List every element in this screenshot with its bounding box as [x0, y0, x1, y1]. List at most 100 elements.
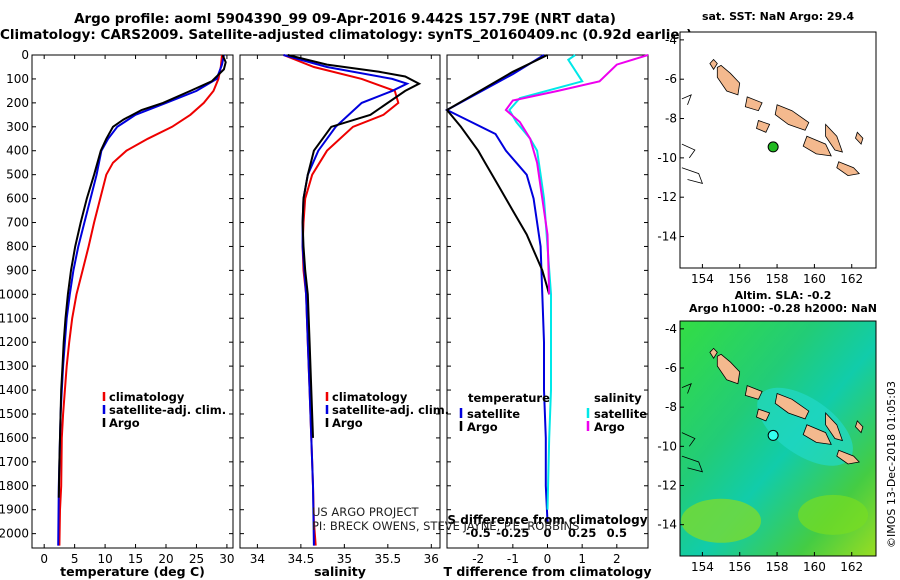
- x-tick-label: 158: [766, 560, 789, 574]
- y-tick-label: 400: [6, 144, 29, 158]
- x-tick-label: 0: [544, 552, 552, 566]
- island: [836, 449, 861, 465]
- map-content: [680, 321, 876, 556]
- series-line-argo: [57, 54, 227, 498]
- island: [716, 64, 741, 96]
- credit-pi: PI: BRECK OWENS, STEVE JAYNE, P.E. ROBBI…: [312, 519, 579, 533]
- coastline: [681, 432, 696, 447]
- coastline: [681, 167, 704, 184]
- legend-label: satellite-adj. clim.: [109, 403, 226, 417]
- y-tick-label: -12: [657, 479, 677, 493]
- x-tick-label: 15: [128, 552, 143, 566]
- y-tick-label: 0: [21, 48, 29, 62]
- x-tick-label: -2: [472, 552, 484, 566]
- y-tick-label: 800: [6, 239, 29, 253]
- island: [774, 104, 810, 131]
- series-line-t-argo: [445, 54, 551, 295]
- y-tick-label: 1800: [0, 479, 29, 493]
- series-line-s-argo: [504, 54, 649, 295]
- map-background: [680, 32, 876, 268]
- y-tick-label: -6: [665, 72, 677, 86]
- legend-title-salinity: salinity: [594, 391, 642, 405]
- legend-label: satellite-adj. clim.: [332, 403, 449, 417]
- x-tick-label: 160: [803, 560, 826, 574]
- legend-label: satellite: [594, 407, 647, 421]
- y-tick-label: 500: [6, 168, 29, 182]
- coastline: [681, 143, 696, 159]
- profile-panel-salinity: 34 34.5 35 35.5 36 salinity climatologysatelli…: [239, 54, 449, 579]
- y-tick-label: -14: [657, 518, 677, 532]
- y-tick-label: 300: [6, 120, 29, 134]
- map-panel-sla: 154 156 158 160 162 -4 -6 -8 -10 -12 -14 Altim. SLA…: [657, 289, 877, 574]
- series-line-s-satellite: [508, 54, 584, 510]
- x-tick-label: 34.5: [288, 552, 315, 566]
- legend-label: climatology: [109, 390, 185, 404]
- x-axis-label-salinity: S difference from climatology: [447, 513, 647, 527]
- legend-label: climatology: [332, 390, 408, 404]
- legend-label: Argo: [332, 416, 363, 430]
- y-tick-label: 900: [6, 263, 29, 277]
- y-tick-label: 200: [6, 96, 29, 110]
- x-tick-label: 2: [613, 552, 621, 566]
- y-tick-label: 1700: [0, 455, 29, 469]
- x-tick-label-salinity: 0: [543, 526, 551, 540]
- legend-label: Argo: [594, 420, 625, 434]
- x-tick-label: 30: [219, 552, 234, 566]
- x-tick-label: 160: [803, 272, 826, 286]
- map-panel-sst: 154 156 158 160 162 -4 -6 -8 -10 -12 -14 sat. SST: …: [657, 10, 877, 286]
- y-tick-label: 600: [6, 192, 29, 206]
- y-tick-label: 2000: [0, 527, 29, 541]
- y-tick-label: -14: [657, 230, 677, 244]
- figure-title: Argo profile: aoml 5904390_99 09-Apr-201…: [74, 11, 616, 27]
- x-axis-label: salinity: [314, 564, 366, 579]
- island: [756, 119, 771, 133]
- plot-frame: [239, 54, 441, 549]
- profile-panel-temperature: 0100200300400500600700800900100011001200…: [0, 48, 235, 579]
- x-tick-label: 154: [691, 560, 714, 574]
- series-line-argo: [287, 54, 422, 438]
- legend-label: Argo: [467, 420, 498, 434]
- y-tick-label: 1400: [0, 383, 29, 397]
- x-tick-label: 162: [840, 272, 863, 286]
- map-content: [680, 32, 876, 268]
- island: [716, 353, 741, 385]
- island: [802, 135, 832, 157]
- coastline: [681, 94, 692, 105]
- map-title: sat. SST: NaN Argo: 29.4: [702, 10, 854, 23]
- map-subtitle: Argo h1000: -0.28 h2000: NaN: [689, 302, 877, 315]
- x-axis-label: temperature (deg C): [60, 564, 205, 579]
- x-tick-label-salinity: -0.5: [466, 526, 491, 540]
- sla-low-patch: [681, 498, 762, 543]
- y-tick-label: -10: [657, 151, 677, 165]
- series-line-climatology: [58, 54, 223, 546]
- y-tick-label: 1000: [0, 287, 29, 301]
- x-tick-label-salinity: 0.25: [568, 526, 596, 540]
- series-line-satellite-adj-clim-: [283, 54, 410, 546]
- y-tick-label: -10: [657, 439, 677, 453]
- x-axis-label: T difference from climatology: [443, 564, 651, 579]
- y-tick-label: -4: [665, 33, 677, 47]
- x-tick-label: 154: [691, 272, 714, 286]
- x-tick-label-salinity: -0.25: [496, 526, 529, 540]
- island: [756, 408, 771, 422]
- y-tick-label: 100: [6, 72, 29, 86]
- x-tick-label: 5: [71, 552, 79, 566]
- figure-subtitle: Climatology: CARS2009. Satellite-adjuste…: [0, 27, 693, 43]
- y-tick-label: -4: [665, 322, 677, 336]
- credit-project: US ARGO PROJECT: [312, 505, 420, 519]
- float-marker: [767, 429, 779, 441]
- float-marker: [767, 141, 779, 153]
- x-tick-label: -1: [507, 552, 519, 566]
- profile-panel-difference: -2 -1 0 1 2T difference from climatology -0.5…: [443, 54, 652, 579]
- coastline: [681, 382, 692, 394]
- y-tick-label: 1500: [0, 407, 29, 421]
- x-tick-label: 0: [40, 552, 48, 566]
- x-tick-label: 1: [578, 552, 586, 566]
- x-tick-label: 35: [337, 552, 352, 566]
- y-tick-label: 700: [6, 216, 29, 230]
- x-tick-label: 156: [728, 272, 751, 286]
- legend-label: satellite: [467, 407, 520, 421]
- island: [836, 161, 861, 177]
- x-tick-label: 25: [189, 552, 204, 566]
- island: [825, 123, 844, 153]
